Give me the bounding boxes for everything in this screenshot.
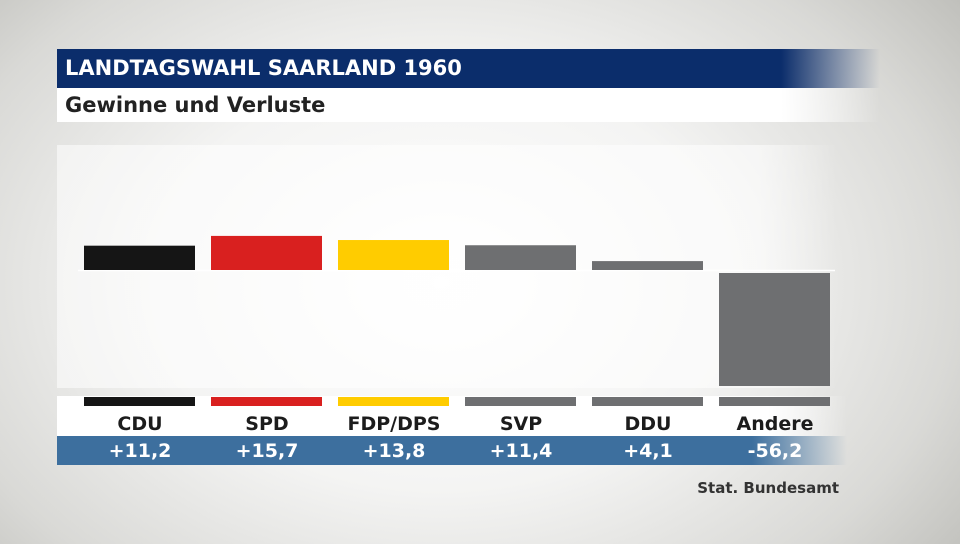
bar-fdp-dps: [338, 240, 449, 270]
plot-area: [57, 145, 837, 388]
data-label: +11,4: [489, 440, 553, 462]
data-label: +13,8: [362, 440, 426, 462]
data-label: +11,2: [108, 440, 172, 462]
bar-chart: [78, 235, 835, 386]
bar-andere: [719, 273, 830, 386]
category-label: CDU: [117, 413, 163, 435]
data-label: +4,1: [623, 440, 673, 462]
chart-subtitle: Gewinne und Verluste: [57, 88, 880, 122]
chart-title: LANDTAGSWAHL SAARLAND 1960: [57, 49, 880, 88]
category-label: FDP/DPS: [347, 413, 441, 435]
value-label-band: [57, 436, 847, 465]
data-label: +15,7: [235, 440, 299, 462]
bar-svp: [465, 245, 576, 270]
bar-cdu: [84, 245, 195, 270]
category-label: SPD: [245, 413, 289, 435]
category-label: SVP: [499, 413, 543, 435]
bar-ddu: [592, 261, 703, 270]
data-label: -56,2: [747, 440, 803, 462]
category-label: Andere: [736, 413, 814, 435]
category-label: DDU: [624, 413, 672, 435]
bar-spd: [211, 235, 322, 270]
source-note: Stat. Bundesamt: [697, 479, 839, 497]
